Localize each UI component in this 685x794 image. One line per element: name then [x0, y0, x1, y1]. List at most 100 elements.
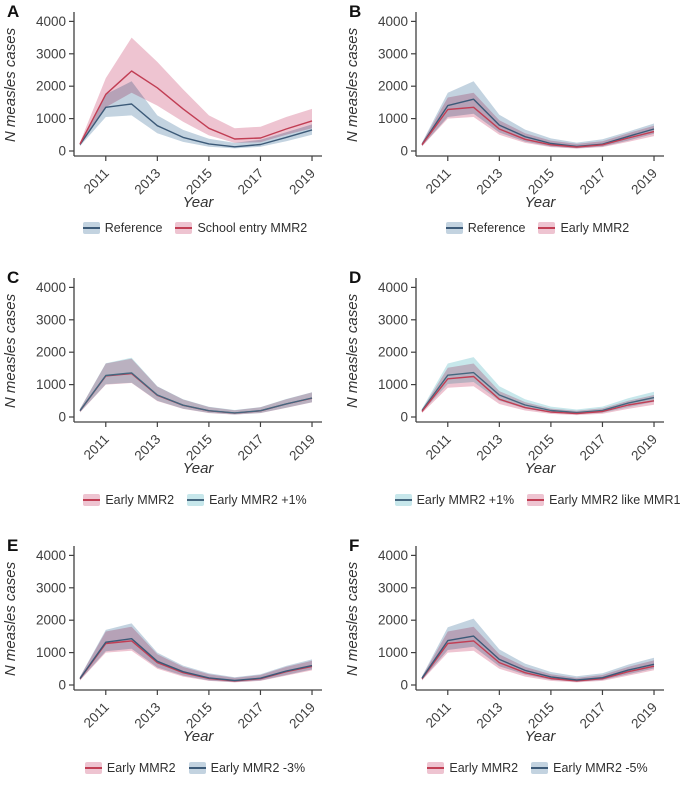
- series-line-blue: [79, 637, 313, 682]
- legend-swatch-line: [175, 227, 193, 229]
- legend-swatch-teal-icon: [187, 494, 205, 506]
- x-tick-label: 2013: [474, 166, 506, 198]
- x-tick-label: 2015: [525, 432, 557, 464]
- x-axis-title: Year: [183, 194, 215, 211]
- legend-label: Early MMR2 +1%: [209, 493, 307, 507]
- x-tick-label: 2017: [235, 432, 267, 464]
- panel-label-c: C: [7, 268, 20, 287]
- legend-swatch-line: [82, 227, 100, 229]
- legend-swatch-red-icon: [175, 222, 193, 234]
- y-tick-label: 3000: [36, 312, 66, 327]
- x-tick-label: 2017: [577, 166, 609, 198]
- y-tick-label: 0: [400, 410, 408, 425]
- legend-swatch-blue-icon: [82, 222, 100, 234]
- x-tick-label: 2011: [81, 432, 112, 463]
- x-tick-label: 2011: [423, 432, 454, 463]
- y-tick-label: 0: [400, 678, 408, 693]
- line-chart-b: 0 1000 2000 3000 4000 2011 2013 2015 2017 2019 N m…: [344, 12, 664, 211]
- legend-item: Early MMR2 -3%: [188, 761, 305, 775]
- x-axis-title: Year: [183, 460, 215, 477]
- legend-item: Early MMR2 -5%: [531, 761, 648, 775]
- line-chart-c: 0 1000 2000 3000 4000 2011 2013 2015 2017 2019 N m…: [2, 278, 322, 477]
- y-tick-label: 2000: [36, 345, 66, 360]
- x-tick-label: 2013: [132, 166, 164, 198]
- y-tick-label: 3000: [378, 312, 408, 327]
- x-tick-label: 2011: [81, 166, 112, 197]
- legend-swatch-line: [84, 767, 102, 769]
- y-tick-label: 1000: [378, 377, 408, 392]
- y-axis-title: N measles cases: [344, 561, 361, 676]
- x-tick-label: 2019: [628, 432, 660, 464]
- line-chart-f: 0 1000 2000 3000 4000 2011 2013 2015 2017 2019 N m…: [344, 546, 664, 745]
- legend-swatch-line: [187, 499, 205, 501]
- y-tick-label: 3000: [378, 46, 408, 61]
- legend-swatch-line: [445, 227, 463, 229]
- y-tick-label: 3000: [36, 46, 66, 61]
- x-tick-label: 2013: [474, 700, 506, 732]
- ribbon-blue: [422, 81, 654, 149]
- series-line-blue: [421, 635, 655, 681]
- legend-swatch-red-icon: [538, 222, 556, 234]
- series-line-teal: [79, 372, 313, 414]
- y-axis-title: N measles cases: [344, 27, 361, 142]
- series-line-red: [421, 106, 655, 148]
- panel-c: C 0 1000 2000 3000 4000 2011 2013 2015 2017 2019 N…: [0, 258, 342, 526]
- y-tick-label: 0: [58, 144, 66, 159]
- legend-f: Early MMR2 Early MMR2 -5%: [342, 761, 685, 775]
- x-tick-label: 2017: [577, 432, 609, 464]
- x-tick-label: 2015: [525, 700, 557, 732]
- legend-a: Reference School entry MMR2: [0, 221, 342, 235]
- ribbon-blue: [80, 81, 312, 149]
- legend-item: Reference: [82, 221, 162, 235]
- series-line-teal: [421, 371, 655, 414]
- y-tick-label: 2000: [36, 79, 66, 94]
- y-tick-label: 4000: [36, 548, 66, 563]
- series-line-blue: [79, 103, 313, 148]
- y-tick-label: 2000: [378, 345, 408, 360]
- ribbon-red: [422, 363, 654, 416]
- y-tick-label: 1000: [378, 111, 408, 126]
- panel-f: F 0 1000 2000 3000 4000 2011 2013 2015 2017 2019 N…: [342, 526, 685, 794]
- legend-swatch-red-icon: [83, 494, 101, 506]
- legend-item: Early MMR2 +1%: [187, 493, 307, 507]
- y-tick-label: 0: [58, 410, 66, 425]
- legend-swatch-line: [188, 767, 206, 769]
- x-tick-label: 2017: [577, 700, 609, 732]
- legend-b: Reference Early MMR2: [342, 221, 685, 235]
- legend-label: Early MMR2: [449, 761, 519, 775]
- x-tick-label: 2015: [183, 432, 215, 464]
- panel-label-d: D: [349, 268, 362, 287]
- legend-item: Early MMR2: [427, 761, 518, 775]
- y-tick-label: 4000: [36, 280, 66, 295]
- x-tick-label: 2019: [628, 166, 660, 198]
- series-line-blue: [421, 98, 655, 148]
- ribbon-blue: [422, 618, 654, 682]
- ribbon-red: [80, 37, 312, 146]
- panel-d: D 0 1000 2000 3000 4000 2011 2013 2015 2017 2019 N…: [342, 258, 685, 526]
- legend-swatch-blue-icon: [445, 222, 463, 234]
- panel-a: A 0 1000 2000 3000 4000 2011 2013 2015 2017 2019 N…: [0, 0, 342, 258]
- panel-label-b: B: [349, 2, 362, 21]
- legend-e: Early MMR2 Early MMR2 -3%: [0, 761, 342, 775]
- x-tick-label: 2019: [286, 700, 318, 732]
- y-axis-title: N measles cases: [2, 561, 19, 676]
- y-axis-title: N measles cases: [2, 27, 19, 142]
- y-axis-title: N measles cases: [344, 293, 361, 408]
- legend-item: Early MMR2: [83, 493, 174, 507]
- x-tick-label: 2019: [286, 432, 318, 464]
- x-tick-label: 2015: [183, 166, 215, 198]
- y-tick-label: 2000: [36, 613, 66, 628]
- x-tick-label: 2011: [423, 700, 454, 731]
- legend-item: Early MMR2: [84, 761, 176, 775]
- legend-swatch-blue-icon: [188, 762, 206, 774]
- ribbon-red: [422, 92, 654, 149]
- x-tick-label: 2019: [286, 166, 318, 198]
- legend-swatch-teal-icon: [394, 494, 412, 506]
- panel-label-e: E: [7, 536, 19, 555]
- legend-swatch-line: [83, 499, 101, 501]
- y-tick-label: 4000: [378, 14, 408, 29]
- series-line-red: [421, 375, 655, 415]
- x-tick-label: 2015: [525, 166, 557, 198]
- line-chart-d: 0 1000 2000 3000 4000 2011 2013 2015 2017 2019 N m…: [344, 278, 664, 477]
- ribbon-blue: [80, 623, 312, 683]
